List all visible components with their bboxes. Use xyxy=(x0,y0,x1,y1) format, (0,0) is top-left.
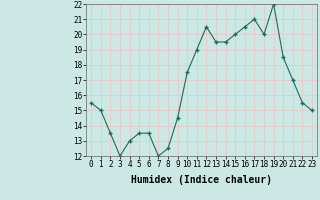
X-axis label: Humidex (Indice chaleur): Humidex (Indice chaleur) xyxy=(131,175,272,185)
